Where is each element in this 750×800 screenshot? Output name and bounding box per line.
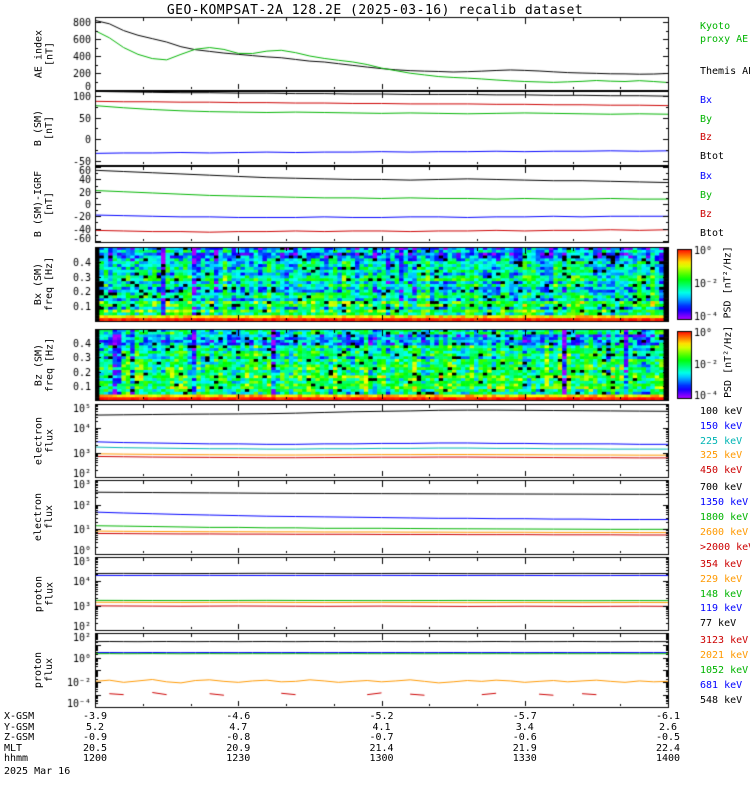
plot-canvas [0, 0, 750, 800]
tplot-page: GEO-KOMPSAT-2A 128.2E (2025-03-16) recal… [0, 0, 750, 800]
